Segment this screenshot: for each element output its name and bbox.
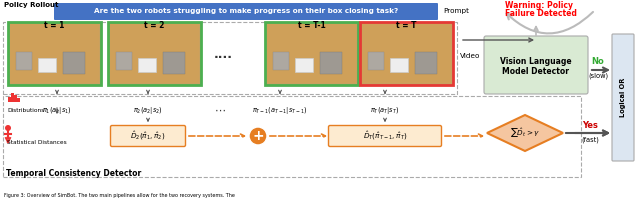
Text: (slow): (slow) — [588, 73, 608, 79]
Text: t = T: t = T — [396, 21, 417, 31]
Text: $\pi_T(a_T|s_T)$: $\pi_T(a_T|s_T)$ — [371, 104, 400, 115]
Text: +: + — [252, 129, 264, 143]
Circle shape — [5, 125, 11, 131]
Text: ....: .... — [214, 49, 232, 61]
FancyBboxPatch shape — [8, 22, 101, 85]
Bar — [273, 52, 289, 70]
Text: t = 2: t = 2 — [144, 21, 164, 31]
FancyBboxPatch shape — [360, 22, 453, 85]
Text: $\hat{D}_2(\hat{\pi}_1, \hat{\pi}_2)$: $\hat{D}_2(\hat{\pi}_1, \hat{\pi}_2)$ — [130, 130, 166, 142]
Bar — [17, 98, 19, 102]
Bar — [110, 24, 199, 83]
Bar — [10, 24, 99, 83]
Text: Logical OR: Logical OR — [620, 77, 626, 117]
Bar — [16, 52, 32, 70]
FancyBboxPatch shape — [54, 3, 438, 20]
Text: Vision Language: Vision Language — [500, 58, 572, 67]
FancyBboxPatch shape — [484, 36, 588, 94]
Text: Are the two robots struggling to make progress on their box closing task?: Are the two robots struggling to make pr… — [94, 9, 398, 14]
Text: Video: Video — [460, 53, 481, 59]
Text: Warning: Policy: Warning: Policy — [505, 1, 573, 10]
Text: $\cdots$: $\cdots$ — [214, 105, 226, 115]
Bar — [8, 97, 10, 102]
Text: $\sum \hat{D}_t > \gamma$: $\sum \hat{D}_t > \gamma$ — [510, 126, 540, 140]
Text: Yes: Yes — [582, 121, 598, 130]
Text: $\pi_{T-1}(a_{T-1}|s_{T-1})$: $\pi_{T-1}(a_{T-1}|s_{T-1})$ — [252, 104, 308, 115]
Text: (fast): (fast) — [581, 137, 599, 143]
Text: Distributions: Distributions — [7, 109, 44, 113]
Bar — [14, 95, 17, 102]
FancyBboxPatch shape — [265, 22, 358, 85]
FancyBboxPatch shape — [111, 125, 186, 146]
Bar — [368, 52, 384, 70]
Bar — [163, 52, 185, 74]
Bar — [116, 52, 132, 70]
Text: Failure Detected: Failure Detected — [505, 10, 577, 19]
Bar — [267, 24, 356, 83]
Circle shape — [249, 127, 267, 145]
Text: $\pi_1(a_1|s_1)$: $\pi_1(a_1|s_1)$ — [42, 104, 72, 115]
Bar — [320, 52, 342, 74]
Bar — [415, 52, 437, 74]
Bar — [362, 24, 451, 83]
Bar — [138, 58, 156, 72]
FancyBboxPatch shape — [328, 125, 442, 146]
Bar — [390, 58, 408, 72]
Polygon shape — [487, 115, 563, 151]
Text: t = T-1: t = T-1 — [298, 21, 325, 31]
Text: $\pi_2(a_2|s_2)$: $\pi_2(a_2|s_2)$ — [133, 104, 163, 115]
FancyBboxPatch shape — [108, 22, 201, 85]
Bar — [38, 58, 56, 72]
FancyBboxPatch shape — [612, 34, 634, 161]
Bar — [11, 93, 13, 102]
Text: Statistical Distances: Statistical Distances — [7, 140, 67, 144]
Text: Model Detector: Model Detector — [502, 68, 570, 76]
Text: Figure 3: Overview of SimBot. The two main pipelines allow for the two recovery : Figure 3: Overview of SimBot. The two ma… — [4, 194, 235, 198]
Text: t = 1: t = 1 — [44, 21, 65, 31]
Text: $\hat{D}_T(\hat{\pi}_{T-1}, \hat{\pi}_T)$: $\hat{D}_T(\hat{\pi}_{T-1}, \hat{\pi}_T)… — [363, 130, 407, 142]
Text: No: No — [591, 58, 604, 67]
Text: Prompt: Prompt — [443, 9, 469, 14]
Bar — [63, 52, 85, 74]
Bar — [295, 58, 313, 72]
Text: Policy Rollout: Policy Rollout — [4, 2, 58, 8]
Text: Temporal Consistency Detector: Temporal Consistency Detector — [6, 169, 141, 177]
